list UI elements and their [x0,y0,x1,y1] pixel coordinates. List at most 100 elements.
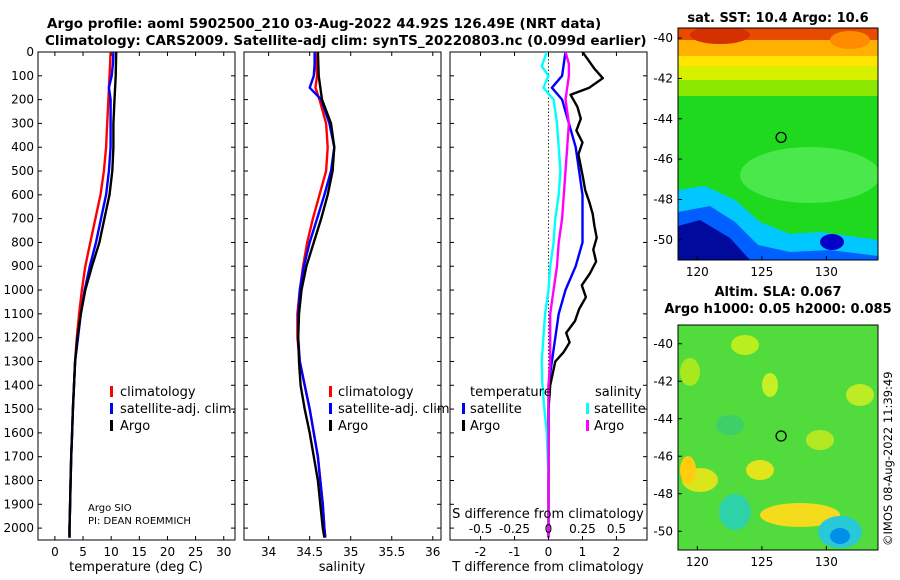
figure-title-line-2: Climatology: CARS2009. Satellite-adj cli… [45,33,647,49]
legend-swatch-satellite-s [329,403,332,414]
legend-label-t-argo: Argo [470,419,500,434]
ytick-label: 1300 [3,354,34,368]
ytick-label: 300 [11,116,34,130]
sla-map-field [678,325,878,550]
map-xtick-label: 130 [815,555,838,569]
difference-xticks: -2 -1 0 1 2 [475,52,621,559]
sst-coldest-navy [678,220,750,260]
map-xtick-label: 125 [750,555,773,569]
sla-high-patch-2 [680,358,700,386]
xtick-label: 30 [216,545,231,559]
legend-label-t-satellite: satellite [470,402,522,417]
series-line-s-satellite [540,52,562,538]
xtick-label: 20 [160,545,175,559]
difference-s-ticks: -0.5 -0.25 0 0.25 0.5 [469,522,626,536]
difference-legend: temperature salinity satellite Argo sate… [462,385,646,434]
map-xtick-label: 125 [750,265,773,279]
xtick-label: 35.5 [378,545,405,559]
map-ytick-label: -42 [653,374,673,388]
ytick-label: 1200 [3,331,34,345]
sla-peak-patch [680,456,696,484]
xtick-label: 34 [261,545,276,559]
salinity-xlabel: salinity [319,560,366,575]
ytick-label: 1100 [3,307,34,321]
legend-swatch-satellite [110,403,113,414]
t-difference-xlabel: T difference from climatology [451,560,644,575]
map-ytick-label: -48 [653,487,673,501]
series-line-s-argo [547,52,571,538]
map-ytick-label: -50 [653,524,673,538]
xtick-label: 15 [132,545,147,559]
legend-label-climatology: climatology [120,385,196,400]
ytick-label: 1800 [3,473,34,487]
series-line-argo [68,52,118,538]
xtick-label: 2 [613,545,621,559]
sla-map-title-line-1: Altim. SLA: 0.067 [715,285,842,300]
sst-map-frame [677,27,879,261]
series-line-satellite-adj-clim- [297,52,336,538]
sst-map-title: sat. SST: 10.4 Argo: 10.6 [687,11,868,26]
legend-label-satellite: satellite-adj. clim. [120,402,236,417]
sst-argo-location-marker [775,131,787,143]
s-difference-label: S difference from climatology [452,507,644,522]
difference-panel: -2 -1 0 1 2 -0.5 -0.25 0 0.25 0.5 S difference f… [449,51,648,575]
map-ytick-label: -40 [653,337,673,351]
ytick-label: 1900 [3,497,34,511]
sla-high-patch-7 [746,460,774,480]
legend-swatch-s-satellite [586,403,589,414]
salinity-axes-box [243,51,442,541]
map-ytick-label: -50 [653,233,673,247]
sst-map-ticks: 120 125 130 -40 -42 -44 -46 -48 -50 [653,31,837,279]
ytick-label: 800 [11,235,34,249]
series-line-argo [297,52,336,538]
s-tick-label: 0.5 [607,522,626,536]
legend-label-argo-s: Argo [338,419,368,434]
sla-map: 120 125 130 -40 -42 -44 -46 -48 -50 [653,324,879,569]
ytick-label: 2000 [3,521,34,535]
legend-swatch-t-satellite [462,403,465,414]
map-xtick-label: 120 [686,555,709,569]
xtick-label: 25 [188,545,203,559]
s-tick-label: 0 [545,522,553,536]
salinity-ytick-marks [244,51,441,529]
legend-label-s-argo: Argo [594,419,624,434]
difference-ytick-marks [450,51,647,529]
sla-low-patch-core [830,528,850,544]
legend-swatch-t-argo [462,420,465,431]
series-line-t-argo [547,52,604,538]
sla-map-title-line-2: Argo h1000: 0.05 h2000: 0.085 [664,302,891,317]
map-xtick-label: 130 [815,265,838,279]
ytick-label: 200 [11,93,34,107]
xtick-label: -1 [509,545,521,559]
ytick-label: 1500 [3,402,34,416]
legend-label-satellite-s: satellite-adj. clim. [338,402,454,417]
legend-label-argo: Argo [120,419,150,434]
salinity-panel: 34 34.5 35 35.5 36 salinity climatology sate… [243,51,454,575]
sst-light-green-band [678,80,878,96]
temperature-lines [68,52,118,538]
ytick-label: 500 [11,164,34,178]
salinity-legend: climatology satellite-adj. clim. Argo [329,385,454,434]
sst-map: 120 125 130 -40 -42 -44 -46 -48 -50 [653,27,879,279]
ytick-label: 600 [11,188,34,202]
ytick-label: 900 [11,259,34,273]
legend-title-temperature: temperature [470,385,552,400]
annotation-argo-sio: Argo SIO [88,503,132,514]
depth-yticks: 0 100 200 300 400 500 600 700 800 900 1000 1100 1200… [3,45,235,535]
sla-map-ticks: 120 125 130 -40 -42 -44 -46 -48 -50 [653,337,837,569]
xtick-label: 5 [79,545,87,559]
imos-timestamp: ©IMOS 08-Aug-2022 11:39:49 [881,371,895,546]
legend-swatch-climatology [110,386,113,397]
xtick-label: 1 [579,545,587,559]
ytick-label: 1700 [3,450,34,464]
sla-argo-location-marker [775,430,787,442]
sla-high-band-bottom [760,503,840,527]
sla-map-frame [677,324,879,551]
xtick-label: 10 [104,545,119,559]
sla-high-patch-5 [806,430,834,450]
temperature-legend: climatology satellite-adj. clim. Argo [110,385,236,434]
s-tick-label: 0.25 [569,522,596,536]
sla-high-patch-3 [762,373,778,397]
sla-low-patch-3 [716,415,744,435]
